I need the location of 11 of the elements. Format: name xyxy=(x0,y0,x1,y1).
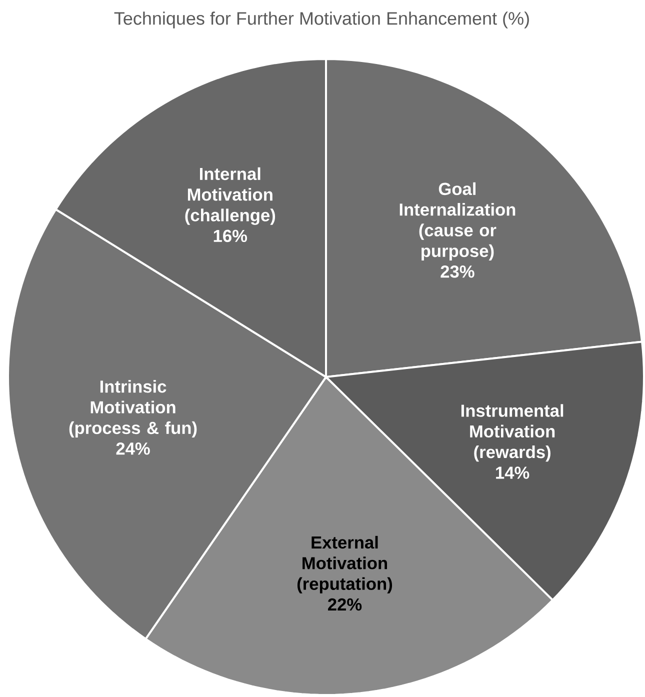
data-label: 22% xyxy=(328,598,362,611)
data-label: 24% xyxy=(116,442,150,455)
slice-label: Instrumental Motivation (rewards) xyxy=(461,404,564,462)
data-label: 14% xyxy=(496,466,530,479)
slice-label: Goal Internalization (cause or purpose) xyxy=(400,182,516,261)
slice-label: Internal Motivation (challenge) xyxy=(185,167,276,225)
chart-title: Techniques for Further Motivation Enhancement (%) xyxy=(114,12,529,28)
data-label: 23% xyxy=(440,265,474,278)
slice-label: External Motivation (reputation) xyxy=(297,536,392,594)
slice-label: Intrinsic Motivation (process & fun) xyxy=(69,380,197,438)
data-label: 16% xyxy=(214,230,248,242)
